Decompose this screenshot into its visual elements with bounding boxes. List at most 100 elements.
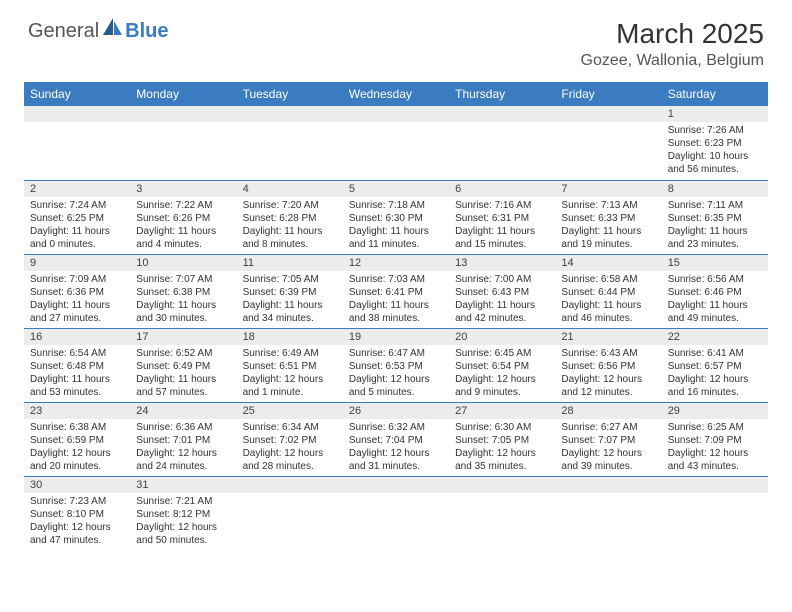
calendar-day-cell: 23Sunrise: 6:38 AMSunset: 6:59 PMDayligh…	[24, 402, 130, 476]
sunset-text: Sunset: 6:53 PM	[349, 360, 443, 373]
day-number: 29	[662, 403, 768, 419]
day-number	[343, 106, 449, 122]
sunrise-text: Sunrise: 7:26 AM	[668, 124, 762, 137]
sunrise-text: Sunrise: 6:27 AM	[561, 421, 655, 434]
day-number	[555, 477, 661, 493]
calendar-day-cell: 3Sunrise: 7:22 AMSunset: 6:26 PMDaylight…	[130, 180, 236, 254]
sunrise-text: Sunrise: 7:09 AM	[30, 273, 124, 286]
day-number: 10	[130, 255, 236, 271]
sunset-text: Sunset: 7:04 PM	[349, 434, 443, 447]
day-header: Tuesday	[237, 82, 343, 106]
day-number	[449, 106, 555, 122]
calendar-day-cell	[449, 476, 555, 550]
sunset-text: Sunset: 6:26 PM	[136, 212, 230, 225]
day-number: 7	[555, 181, 661, 197]
day-header: Friday	[555, 82, 661, 106]
sunset-text: Sunset: 6:46 PM	[668, 286, 762, 299]
calendar-day-cell: 20Sunrise: 6:45 AMSunset: 6:54 PMDayligh…	[449, 328, 555, 402]
calendar-week-row: 16Sunrise: 6:54 AMSunset: 6:48 PMDayligh…	[24, 328, 768, 402]
day-details: Sunrise: 6:25 AMSunset: 7:09 PMDaylight:…	[662, 419, 768, 475]
calendar-week-row: 2Sunrise: 7:24 AMSunset: 6:25 PMDaylight…	[24, 180, 768, 254]
sunset-text: Sunset: 6:35 PM	[668, 212, 762, 225]
daylight-text: Daylight: 11 hours and 49 minutes.	[668, 299, 762, 325]
day-number: 23	[24, 403, 130, 419]
sunrise-text: Sunrise: 6:36 AM	[136, 421, 230, 434]
daylight-text: Daylight: 12 hours and 28 minutes.	[243, 447, 337, 473]
day-number: 3	[130, 181, 236, 197]
day-number	[237, 106, 343, 122]
sunset-text: Sunset: 6:38 PM	[136, 286, 230, 299]
logo-text-blue: Blue	[125, 20, 168, 43]
daylight-text: Daylight: 11 hours and 30 minutes.	[136, 299, 230, 325]
calendar-day-cell: 14Sunrise: 6:58 AMSunset: 6:44 PMDayligh…	[555, 254, 661, 328]
daylight-text: Daylight: 12 hours and 47 minutes.	[30, 521, 124, 547]
day-details: Sunrise: 6:58 AMSunset: 6:44 PMDaylight:…	[555, 271, 661, 327]
day-details: Sunrise: 7:26 AMSunset: 6:23 PMDaylight:…	[662, 122, 768, 178]
sunrise-text: Sunrise: 7:00 AM	[455, 273, 549, 286]
day-details: Sunrise: 7:21 AMSunset: 8:12 PMDaylight:…	[130, 493, 236, 549]
sunset-text: Sunset: 7:01 PM	[136, 434, 230, 447]
calendar-week-row: 9Sunrise: 7:09 AMSunset: 6:36 PMDaylight…	[24, 254, 768, 328]
sunrise-text: Sunrise: 6:32 AM	[349, 421, 443, 434]
day-details: Sunrise: 7:13 AMSunset: 6:33 PMDaylight:…	[555, 197, 661, 253]
day-details: Sunrise: 7:23 AMSunset: 8:10 PMDaylight:…	[24, 493, 130, 549]
day-details: Sunrise: 7:24 AMSunset: 6:25 PMDaylight:…	[24, 197, 130, 253]
sunset-text: Sunset: 6:49 PM	[136, 360, 230, 373]
sunset-text: Sunset: 6:33 PM	[561, 212, 655, 225]
day-number: 21	[555, 329, 661, 345]
month-title: March 2025	[581, 18, 765, 50]
sunset-text: Sunset: 6:51 PM	[243, 360, 337, 373]
calendar-day-cell: 21Sunrise: 6:43 AMSunset: 6:56 PMDayligh…	[555, 328, 661, 402]
sunset-text: Sunset: 7:05 PM	[455, 434, 549, 447]
sunrise-text: Sunrise: 7:23 AM	[30, 495, 124, 508]
day-number	[449, 477, 555, 493]
daylight-text: Daylight: 12 hours and 43 minutes.	[668, 447, 762, 473]
day-number: 8	[662, 181, 768, 197]
sunrise-text: Sunrise: 6:47 AM	[349, 347, 443, 360]
day-number	[130, 106, 236, 122]
daylight-text: Daylight: 11 hours and 57 minutes.	[136, 373, 230, 399]
calendar-day-cell	[449, 106, 555, 180]
calendar-day-cell: 10Sunrise: 7:07 AMSunset: 6:38 PMDayligh…	[130, 254, 236, 328]
calendar-day-cell: 16Sunrise: 6:54 AMSunset: 6:48 PMDayligh…	[24, 328, 130, 402]
calendar-week-row: 30Sunrise: 7:23 AMSunset: 8:10 PMDayligh…	[24, 476, 768, 550]
calendar-week-row: 1Sunrise: 7:26 AMSunset: 6:23 PMDaylight…	[24, 106, 768, 180]
daylight-text: Daylight: 11 hours and 27 minutes.	[30, 299, 124, 325]
calendar-day-cell: 30Sunrise: 7:23 AMSunset: 8:10 PMDayligh…	[24, 476, 130, 550]
sunrise-text: Sunrise: 7:03 AM	[349, 273, 443, 286]
day-details: Sunrise: 6:45 AMSunset: 6:54 PMDaylight:…	[449, 345, 555, 401]
day-header: Sunday	[24, 82, 130, 106]
day-number: 15	[662, 255, 768, 271]
sunrise-text: Sunrise: 7:22 AM	[136, 199, 230, 212]
calendar-day-cell: 9Sunrise: 7:09 AMSunset: 6:36 PMDaylight…	[24, 254, 130, 328]
daylight-text: Daylight: 12 hours and 24 minutes.	[136, 447, 230, 473]
sunrise-text: Sunrise: 6:54 AM	[30, 347, 124, 360]
day-details: Sunrise: 7:18 AMSunset: 6:30 PMDaylight:…	[343, 197, 449, 253]
day-details: Sunrise: 7:22 AMSunset: 6:26 PMDaylight:…	[130, 197, 236, 253]
day-number	[662, 477, 768, 493]
day-header-row: Sunday Monday Tuesday Wednesday Thursday…	[24, 82, 768, 106]
day-number: 20	[449, 329, 555, 345]
sunrise-text: Sunrise: 7:24 AM	[30, 199, 124, 212]
sunset-text: Sunset: 6:25 PM	[30, 212, 124, 225]
daylight-text: Daylight: 11 hours and 23 minutes.	[668, 225, 762, 251]
page-header: General Blue March 2025 Gozee, Wallonia,…	[0, 0, 792, 78]
sail-icon	[103, 18, 123, 41]
day-number	[237, 477, 343, 493]
day-details: Sunrise: 6:38 AMSunset: 6:59 PMDaylight:…	[24, 419, 130, 475]
calendar-day-cell	[343, 476, 449, 550]
day-number	[555, 106, 661, 122]
calendar-day-cell	[343, 106, 449, 180]
daylight-text: Daylight: 11 hours and 0 minutes.	[30, 225, 124, 251]
daylight-text: Daylight: 11 hours and 46 minutes.	[561, 299, 655, 325]
day-number: 30	[24, 477, 130, 493]
sunrise-text: Sunrise: 7:21 AM	[136, 495, 230, 508]
calendar-day-cell: 26Sunrise: 6:32 AMSunset: 7:04 PMDayligh…	[343, 402, 449, 476]
sunrise-text: Sunrise: 6:56 AM	[668, 273, 762, 286]
calendar-day-cell: 7Sunrise: 7:13 AMSunset: 6:33 PMDaylight…	[555, 180, 661, 254]
calendar-day-cell	[555, 106, 661, 180]
sunset-text: Sunset: 6:43 PM	[455, 286, 549, 299]
calendar-day-cell: 1Sunrise: 7:26 AMSunset: 6:23 PMDaylight…	[662, 106, 768, 180]
daylight-text: Daylight: 11 hours and 8 minutes.	[243, 225, 337, 251]
day-number: 18	[237, 329, 343, 345]
